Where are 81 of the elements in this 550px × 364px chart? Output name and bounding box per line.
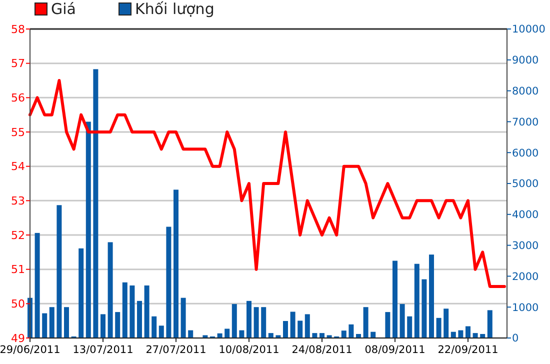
bar <box>122 282 128 338</box>
bar <box>34 232 40 338</box>
y-tick-label: 56 <box>11 92 25 105</box>
bar <box>130 285 135 338</box>
y2-tick-label: 10000 <box>512 24 546 36</box>
y2-tick-label: 7000 <box>512 116 539 128</box>
bar <box>144 285 150 338</box>
x-tick-label: 08/09/2011 <box>364 344 426 356</box>
bar <box>100 314 106 338</box>
y-tick-label: 51 <box>11 263 25 276</box>
bar <box>429 254 434 338</box>
bar <box>78 248 84 338</box>
x-tick-label: 27/07/2011 <box>146 344 206 356</box>
bar <box>348 324 354 338</box>
bar <box>414 264 420 338</box>
x-tick-label: 24/08/2011 <box>292 344 352 356</box>
bar <box>239 330 244 338</box>
y-tick-label: 54 <box>11 160 25 174</box>
bar <box>392 260 398 338</box>
y2-tick-label: 2000 <box>512 270 539 283</box>
bar <box>466 326 470 338</box>
y-tick-label: 50 <box>11 298 25 311</box>
legend-label: Khối lượng <box>135 0 214 18</box>
y2-tick-label: 4000 <box>512 209 539 222</box>
bar <box>254 307 259 338</box>
y-tick-label: 49 <box>11 332 25 345</box>
y2-tick-label: 3000 <box>512 240 539 252</box>
bar <box>115 312 120 338</box>
bar <box>268 333 274 338</box>
bar <box>180 298 186 338</box>
bar <box>472 333 478 338</box>
bar <box>304 314 310 338</box>
x-tick-label: 10/08/2011 <box>218 344 280 356</box>
bar <box>42 313 48 338</box>
bar <box>158 326 164 338</box>
bar <box>232 304 237 338</box>
bar <box>487 310 492 338</box>
bar <box>298 320 303 338</box>
y2-tick-label: 9000 <box>512 54 539 67</box>
bar <box>49 307 54 338</box>
y2-tick-label: 6000 <box>512 147 539 160</box>
y2-tick-label: 8000 <box>512 85 539 98</box>
bar <box>188 330 194 338</box>
bar <box>320 333 324 338</box>
line-series <box>28 79 506 288</box>
bar <box>56 205 62 338</box>
bar <box>458 330 464 338</box>
bar <box>290 312 296 338</box>
x-tick-label: 29/06/2011 <box>0 344 60 356</box>
bar <box>224 328 230 338</box>
bar <box>283 321 288 338</box>
x-tick-label: 22/09/2011 <box>438 344 498 356</box>
bar <box>108 242 113 338</box>
bar <box>436 318 442 338</box>
bar <box>400 304 405 338</box>
y-tick-label: 55 <box>11 126 25 139</box>
y-tick-label: 53 <box>11 194 25 208</box>
bar <box>363 307 368 338</box>
x-tick-label: 13/07/2011 <box>72 344 134 356</box>
bar <box>174 190 178 338</box>
y-tick-label: 52 <box>11 228 25 242</box>
bar <box>246 300 252 338</box>
bar <box>152 316 157 338</box>
bar <box>312 333 318 338</box>
bar <box>93 69 98 338</box>
y-tick-label: 57 <box>11 57 25 70</box>
bar <box>341 330 346 338</box>
bar <box>64 307 69 338</box>
bar <box>261 307 266 338</box>
y2-tick-label: 0 <box>512 332 519 345</box>
bar <box>137 300 142 338</box>
bar <box>166 226 172 338</box>
legend-label: Giá <box>51 0 76 18</box>
bar <box>422 279 427 338</box>
bar <box>385 312 390 338</box>
bar <box>444 308 449 338</box>
y2-tick-label: 5000 <box>512 178 539 190</box>
bar <box>86 122 91 338</box>
y2-tick-label: 1000 <box>512 302 539 314</box>
bar <box>407 316 412 338</box>
y-tick-label: 58 <box>11 22 25 36</box>
